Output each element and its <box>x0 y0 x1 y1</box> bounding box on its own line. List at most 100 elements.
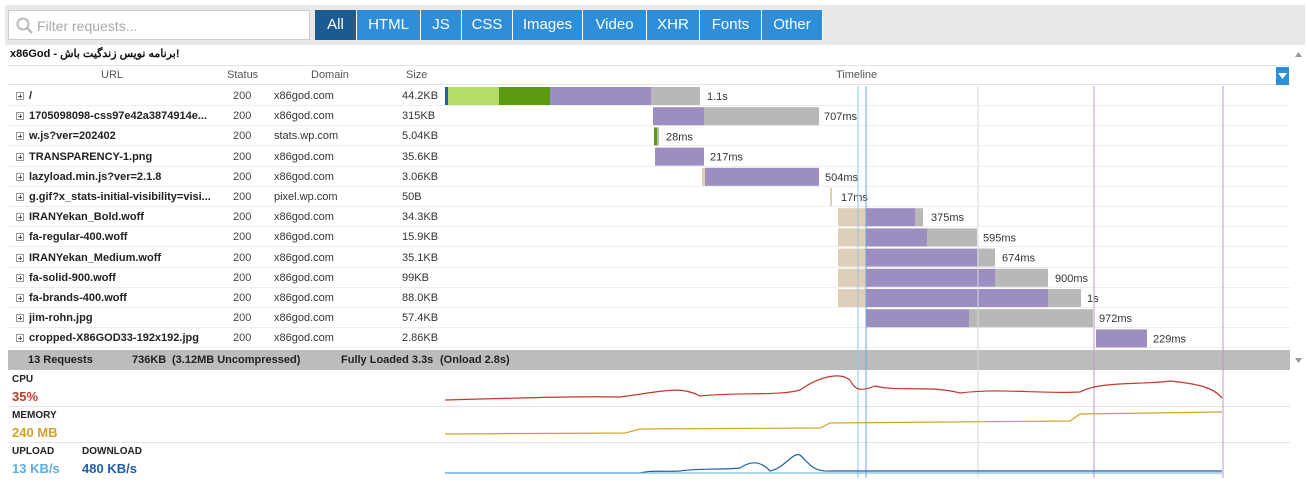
expand-icon[interactable] <box>16 294 24 302</box>
table-row[interactable]: IRANYekan_Bold.woff 200 x86god.com 34.3KB <box>8 207 1290 228</box>
timing-bar <box>838 289 866 307</box>
expand-icon[interactable] <box>16 132 24 141</box>
search-input[interactable] <box>37 15 305 37</box>
timeline-column-header[interactable]: Timeline <box>836 69 878 81</box>
timing-label: 595ms <box>983 232 1017 244</box>
timing-bar <box>704 107 819 126</box>
expand-icon[interactable] <box>16 172 24 181</box>
divider <box>8 406 1290 407</box>
scrollbar[interactable] <box>1292 45 1305 370</box>
table-row[interactable]: lazyload.min.js?ver=2.1.8 200 x86god.com 3.… <box>8 167 1290 187</box>
timing-label: 17ms <box>841 192 868 204</box>
request-domain: x86god.com <box>274 332 334 345</box>
timing-bar <box>838 248 866 267</box>
timing-bar <box>654 127 657 146</box>
timing-bar <box>969 309 1093 328</box>
tab-images[interactable]: Images <box>513 10 583 40</box>
request-size: 34.3KB <box>402 211 439 224</box>
status-column-header[interactable]: Status <box>227 69 259 81</box>
table-row[interactable]: /200 x86god.com 44.2KB <box>8 86 1290 106</box>
total-size: 736KB <box>132 354 167 366</box>
request-size: 88.0KB <box>402 292 439 304</box>
uncompressed-size: (3.12MB Uncompressed) <box>172 354 301 366</box>
table-row[interactable]: TRANSPARENCY-1.png 200 x86god.com 35.6KB <box>8 147 1290 167</box>
tab-video[interactable]: Video <box>583 10 647 40</box>
expand-icon[interactable] <box>16 92 24 100</box>
table-header: URL Status Domain Size Timeline <box>8 65 1290 85</box>
upload-label: UPLOAD <box>12 446 55 457</box>
request-domain: x86god.com <box>274 110 334 123</box>
timing-label: 375ms <box>931 212 965 224</box>
request-status: 200 <box>233 292 252 304</box>
expand-icon[interactable] <box>16 314 24 323</box>
request-size: 57.4KB <box>402 312 439 325</box>
request-domain: x86god.com <box>274 231 334 244</box>
request-domain: pixel.wp.com <box>274 191 338 203</box>
request-status: 200 <box>233 312 252 325</box>
table-row[interactable]: cropped-X86GOD33-192x192.jpg 200 x86god.co… <box>8 328 1290 349</box>
expand-icon[interactable] <box>16 273 24 282</box>
timing-bar <box>657 127 659 146</box>
timing-bar <box>995 268 1048 287</box>
tab-other[interactable]: Other <box>762 10 823 40</box>
timing-bar <box>866 289 1048 307</box>
summary-bar: 13 Requests 736KB (3.12MB Uncompressed) … <box>8 350 1290 370</box>
request-size: 5.04KB <box>402 130 439 143</box>
search-box[interactable] <box>8 10 310 40</box>
request-status: 200 <box>233 170 252 183</box>
timing-bar <box>830 188 832 206</box>
expand-icon[interactable] <box>16 233 24 242</box>
expand-icon[interactable] <box>16 213 24 222</box>
memory-value: 240 MB <box>12 425 58 440</box>
timing-label: 504ms <box>825 172 859 184</box>
request-status: 200 <box>233 110 252 123</box>
onload-time: (Onload 2.8s) <box>440 354 510 366</box>
table-row[interactable]: 1705098098-css97e42a3874914e... 200 x86god… <box>8 106 1290 127</box>
table-row[interactable]: w.js?ver=202402 200 stats.wp.com 5.04KB <box>8 126 1290 147</box>
tab-html[interactable]: HTML <box>357 10 421 40</box>
request-domain: x86god.com <box>274 150 334 163</box>
timing-bar <box>838 228 866 247</box>
domain-column-header[interactable]: Domain <box>311 69 349 81</box>
request-status: 200 <box>233 90 252 102</box>
expand-icon[interactable] <box>16 193 24 201</box>
request-domain: x86god.com <box>274 170 334 183</box>
expand-icon[interactable] <box>16 253 24 262</box>
cpu-label: CPU <box>12 374 34 385</box>
download-value: 480 KB/s <box>82 461 137 476</box>
table-row[interactable]: fa-brands-400.woff 200 x86god.com 88.0KB <box>8 288 1290 308</box>
size-column-header[interactable]: Size <box>406 69 428 81</box>
request-domain: x86god.com <box>274 251 334 264</box>
tab-fonts[interactable]: Fonts <box>700 10 762 40</box>
tab-all[interactable]: All <box>315 10 357 40</box>
table-row[interactable]: fa-solid-900.woff 200 x86god.com 99KB <box>8 268 1290 288</box>
request-domain: stats.wp.com <box>274 130 339 143</box>
timing-bar <box>653 107 704 126</box>
upload-value: 13 KB/s <box>12 461 60 476</box>
download-label: DOWNLOAD <box>82 446 142 457</box>
table-row[interactable]: fa-regular-400.woff 200 x86god.com 15.9KB <box>8 227 1290 248</box>
url-column-header[interactable]: URL <box>101 69 124 81</box>
timeline-dropdown[interactable] <box>1276 67 1289 85</box>
request-count: 13 Requests <box>28 354 93 366</box>
table-row[interactable]: jim-rohn.jpg 200 x86god.com 57.4KB <box>8 308 1290 329</box>
table-row[interactable]: g.gif?x_stats-initial-visibility=visi...… <box>8 187 1290 207</box>
expand-icon[interactable] <box>16 152 24 161</box>
timing-bar <box>927 228 977 247</box>
request-size: 2.86KB <box>402 332 439 345</box>
table-row[interactable]: IRANYekan_Medium.woff 200 x86god.com 35.1KB <box>8 248 1290 268</box>
memory-line <box>444 411 1223 435</box>
timing-label: 229ms <box>1153 333 1187 345</box>
expand-icon[interactable] <box>16 112 24 121</box>
timing-bar <box>550 87 651 105</box>
timing-bar <box>866 309 969 328</box>
expand-icon[interactable] <box>16 334 24 343</box>
scroll-up-icon[interactable] <box>1294 50 1303 58</box>
tab-js[interactable]: JS <box>421 10 462 40</box>
memory-label: MEMORY <box>12 410 57 421</box>
divider <box>8 442 1290 443</box>
tab-css[interactable]: CSS <box>462 10 513 40</box>
tab-xhr[interactable]: XHR <box>647 10 700 40</box>
scroll-down-icon[interactable] <box>1294 357 1303 365</box>
